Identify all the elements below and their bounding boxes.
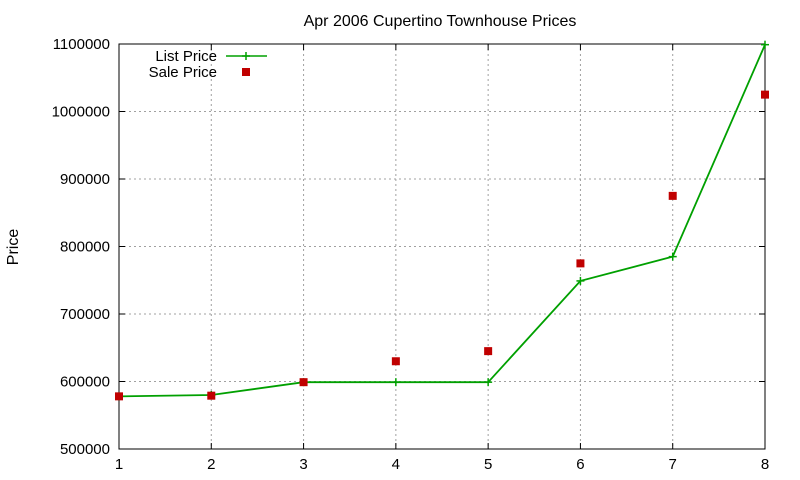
y-tick-label: 800000 [60,239,110,256]
sale-price-point [115,392,123,401]
y-axis: 500000 600000 700000 800000 900000 1000000 110… [52,36,765,458]
x-axis: 1 2 3 4 5 6 7 8 [115,44,769,473]
legend-marker-sale-price [242,68,250,76]
list-price-point [668,252,677,261]
x-tick-label: 1 [115,456,123,473]
legend-marker-list-price [242,52,250,60]
x-tick-label: 8 [761,456,769,473]
y-tick-label: 500000 [60,441,110,458]
y-tick-label: 1000000 [52,104,110,121]
sale-price-point [761,90,769,99]
x-tick-label: 2 [207,456,215,473]
x-tick-label: 4 [392,456,400,473]
grid-lines [119,44,765,449]
x-tick-label: 3 [299,456,307,473]
y-tick-label: 1100000 [53,36,110,53]
x-tick-label: 7 [669,456,677,473]
legend-label-sale-price: Sale Price [149,64,217,81]
chart-title: Apr 2006 Cupertino Townhouse Prices [304,13,577,30]
list-price-point [576,276,585,285]
x-tick-label: 5 [484,456,492,473]
x-tick-label: 6 [576,456,584,473]
sale-price-point [391,357,400,366]
legend-label-list-price: List Price [155,48,217,65]
legend: List Price Sale Price [149,48,267,81]
sale-price-point [207,391,216,400]
list-price-point [391,378,400,387]
y-tick-label: 600000 [60,374,110,391]
list-price-line [118,44,766,398]
sale-price-point [299,378,308,387]
series-layer [115,40,769,401]
sale-price-point [668,191,677,200]
y-axis-label: Price [5,229,22,266]
y-tick-label: 900000 [60,171,110,188]
list-price-point [761,40,769,49]
sale-price-point [576,259,585,268]
sale-price-point [484,347,493,356]
y-tick-label: 700000 [60,306,110,323]
list-price-point [484,378,493,387]
